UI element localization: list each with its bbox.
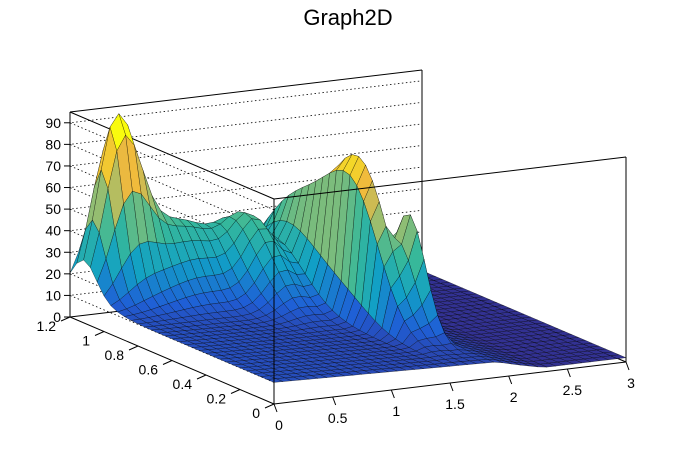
x-tick — [273, 403, 278, 413]
y-tick-label: 0.4 — [173, 376, 193, 392]
x-tick-label: 0 — [275, 417, 283, 433]
x-tick-label: 2.5 — [563, 382, 583, 398]
z-axis: 0 10 20 30 40 50 60 70 80 90 — [45, 115, 70, 325]
surface-cell — [267, 378, 283, 383]
x-axis: 0 0.5 1 1.5 2 2.5 3 — [273, 361, 635, 433]
frame-edge — [273, 156, 627, 200]
y-axis: 0 0.2 0.4 0.6 0.8 1 1.2 — [37, 316, 275, 421]
z-tick-label: 0 — [53, 309, 61, 325]
x-tick-label: 0.5 — [328, 410, 348, 426]
z-tick-label: 10 — [45, 287, 61, 303]
y-tick-label: 0.2 — [207, 391, 227, 407]
surface-mesh — [69, 113, 627, 383]
y-tick-label: 1 — [82, 333, 90, 349]
y-tick — [60, 316, 71, 322]
z-tick-label: 50 — [45, 201, 61, 217]
y-tick — [230, 389, 241, 394]
x-tick-label: 1.5 — [445, 396, 465, 412]
z-tick-label: 40 — [45, 223, 61, 239]
chart-title: Graph2D — [303, 5, 392, 30]
x-tick — [390, 389, 395, 399]
z-tick-label: 90 — [45, 115, 61, 131]
y-tick — [162, 360, 173, 365]
x-tick — [508, 375, 513, 385]
frame-edge — [69, 111, 275, 200]
frame-edge — [69, 69, 423, 113]
y-tick-label: 1.2 — [37, 318, 57, 334]
y-tick — [264, 403, 275, 409]
z-tick-label: 20 — [45, 266, 61, 282]
z-tick-label: 70 — [45, 158, 61, 174]
x-tick-label: 2 — [510, 389, 518, 405]
x-tick-label: 1 — [392, 403, 400, 419]
y-tick — [94, 331, 105, 336]
z-tick-label: 60 — [45, 180, 61, 196]
y-tick-label: 0 — [252, 405, 260, 421]
y-tick — [196, 374, 207, 380]
y-tick-label: 0.8 — [105, 347, 125, 363]
x-tick-label: 3 — [627, 375, 635, 391]
y-tick — [128, 345, 139, 351]
x-tick — [449, 382, 454, 392]
z-tick-label: 80 — [45, 136, 61, 152]
x-tick — [625, 361, 630, 371]
z-tick-label: 30 — [45, 244, 61, 260]
x-tick — [332, 396, 337, 406]
x-tick — [566, 368, 571, 378]
y-tick-label: 0.6 — [139, 362, 159, 378]
